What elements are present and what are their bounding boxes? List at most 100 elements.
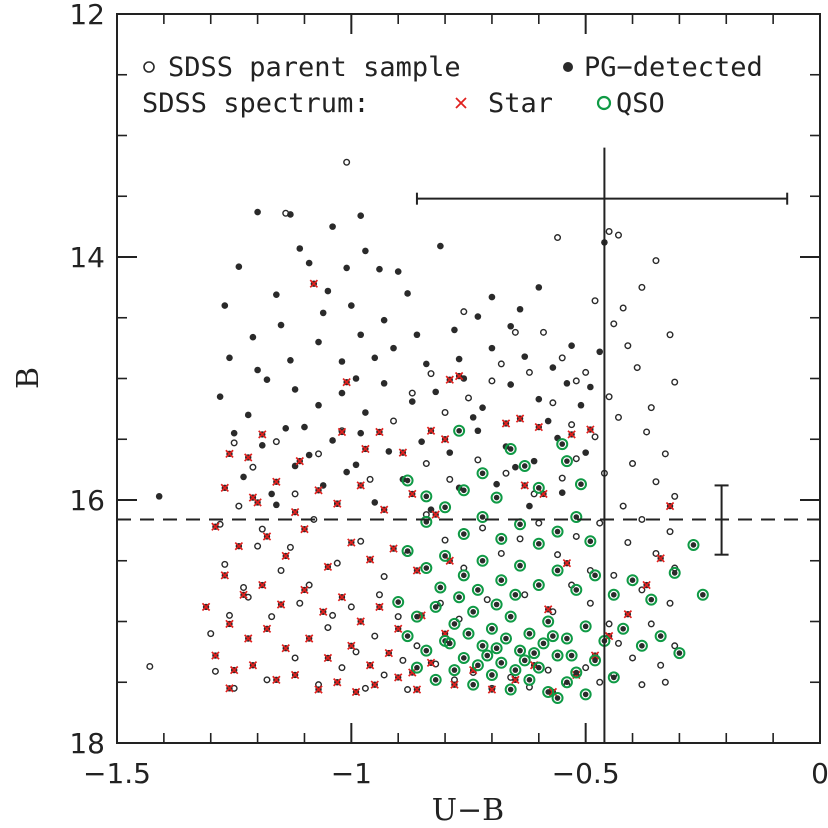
pg-detected-point <box>512 463 519 471</box>
qso-point <box>401 630 414 643</box>
pg-detected-point <box>226 354 233 362</box>
star-point <box>229 665 239 675</box>
star-point <box>393 673 403 682</box>
qso-point <box>439 549 452 562</box>
star-point <box>258 580 267 590</box>
star-cross-stroke <box>426 426 436 435</box>
parent-sample-point <box>441 409 449 417</box>
star-cross-stroke <box>450 680 459 689</box>
pg-detected-point <box>338 358 346 365</box>
star-cross-stroke <box>244 453 253 462</box>
parent-sample-point <box>539 328 547 336</box>
star-cross-stroke <box>244 634 253 643</box>
star-point <box>347 538 356 547</box>
qso-point-core <box>479 643 486 649</box>
pg-detected-point <box>235 263 243 271</box>
star-cross-stroke <box>319 607 328 616</box>
qso-point-core <box>423 493 430 500</box>
star-cross-stroke <box>201 602 211 612</box>
qso-point <box>420 515 433 528</box>
star-cross-stroke <box>412 685 422 694</box>
star-point <box>323 562 333 572</box>
qso-point-core <box>475 662 481 669</box>
qso-point <box>401 545 414 558</box>
star-point <box>211 522 220 531</box>
qso-point <box>476 639 489 652</box>
star-cross-stroke <box>642 580 651 590</box>
star-cross-stroke <box>539 489 548 499</box>
star-cross-stroke <box>426 658 436 668</box>
star-cross-stroke <box>309 279 319 288</box>
pg-detected-point <box>549 364 557 371</box>
pg-detected-point <box>254 208 261 216</box>
qso-point-core <box>536 664 542 671</box>
qso-point <box>607 588 620 601</box>
pg-detected-point <box>582 449 589 456</box>
qso-point <box>589 654 602 667</box>
star-point <box>604 631 614 641</box>
qso-point-core <box>493 601 500 608</box>
qso-point <box>560 632 573 645</box>
qso-point <box>429 673 442 686</box>
star-point <box>248 661 258 670</box>
qso-point <box>570 583 583 596</box>
parent-sample-point <box>661 450 669 458</box>
qso-point <box>607 671 620 684</box>
star-point <box>501 419 511 428</box>
star-cross-stroke <box>211 522 220 531</box>
star-cross-stroke <box>351 687 361 697</box>
parent-sample-point <box>619 502 627 510</box>
parent-sample-point <box>610 571 618 579</box>
parent-sample-point <box>666 331 674 339</box>
qso-point <box>570 666 583 679</box>
qso-point <box>439 501 452 514</box>
qso-point <box>443 637 456 650</box>
pg-detected-point <box>479 404 486 411</box>
pg-detected-point <box>329 223 336 230</box>
qso-point-core <box>648 596 655 603</box>
star-point <box>234 541 244 551</box>
qso-point <box>476 554 489 567</box>
data-markers <box>146 158 709 705</box>
pg-detected-point <box>587 383 594 391</box>
parent-sample-point <box>357 537 365 545</box>
qso-point <box>485 668 498 681</box>
parent-sample-point <box>291 490 299 498</box>
star-point <box>426 658 436 668</box>
qso-point-core <box>451 621 458 627</box>
star-cross-stroke <box>290 670 300 680</box>
qso-point-core <box>470 681 476 688</box>
star-cross-stroke <box>468 665 478 675</box>
star-point <box>272 675 281 685</box>
pg-detected-point <box>315 401 322 409</box>
star-cross-stroke <box>347 538 356 547</box>
parent-sample-point <box>629 460 637 468</box>
parent-sample-point <box>207 630 215 638</box>
star-point <box>454 371 464 381</box>
parent-sample-point <box>614 639 622 647</box>
qso-point-core <box>498 577 505 583</box>
pg-detected-point <box>357 331 365 339</box>
pg-detected-point <box>329 437 336 444</box>
qso-point <box>523 627 536 640</box>
parent-sample-point <box>605 227 613 235</box>
pg-detected-point <box>155 493 163 500</box>
y-tick-label: 12 <box>69 0 105 31</box>
parent-sample-point <box>605 393 613 401</box>
qso-point <box>565 649 578 662</box>
parent-sample-point <box>225 611 233 619</box>
star-cross-stroke <box>562 558 572 568</box>
star-cross-stroke <box>356 617 365 626</box>
parent-sample-point <box>408 389 416 397</box>
qso-point-core <box>582 623 589 630</box>
qso-point <box>528 647 541 660</box>
qso-point-core <box>414 613 420 620</box>
qso-point <box>448 617 461 630</box>
star-point <box>361 444 370 454</box>
parent-sample-point <box>404 686 412 694</box>
pg-detected-point <box>376 265 383 273</box>
star-point <box>239 590 248 599</box>
qso-point <box>696 588 709 601</box>
qso-point-core <box>550 633 556 639</box>
